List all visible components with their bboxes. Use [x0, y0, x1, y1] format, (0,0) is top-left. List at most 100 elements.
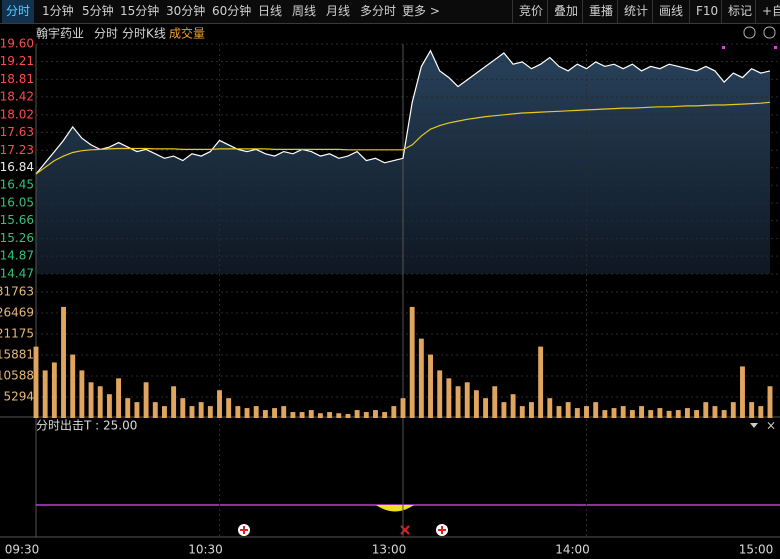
toolbar-tool[interactable]: 统计 — [617, 0, 654, 23]
toolbar-tab[interactable]: 1分钟 — [42, 4, 74, 18]
volume-bar — [373, 410, 378, 418]
volume-bar — [70, 354, 76, 418]
volume-bar — [226, 398, 232, 418]
y-tick-label: 17.23 — [0, 143, 34, 157]
volume-bar — [556, 406, 562, 418]
volume-bar — [116, 378, 122, 418]
toolbar-tool[interactable]: +自 — [755, 0, 780, 23]
toolbar-tool[interactable]: 重播 — [582, 0, 619, 23]
volume-bar — [657, 408, 663, 418]
x-tick-label: 10:30 — [188, 543, 223, 557]
toolbar-tab[interactable]: 60分钟 — [212, 4, 252, 18]
icon[interactable] — [750, 423, 758, 428]
volume-bar — [272, 408, 277, 418]
x-tick-label: 15:00 — [739, 543, 774, 557]
volume-bar — [749, 402, 755, 418]
chart-area: 翰宇药业 分时 分时K线 成交量 分时出击T : 25.00 × 19.60 19… — [0, 26, 780, 557]
volume-bar — [538, 346, 544, 418]
volume-bar — [501, 402, 507, 418]
volume-bar — [308, 410, 314, 418]
toolbar-tool[interactable]: 叠加 — [547, 0, 584, 23]
volume-bar — [639, 406, 644, 418]
toolbar-tab[interactable]: 多分时 — [360, 4, 397, 18]
toolbar-tab[interactable]: 日线 — [258, 4, 283, 18]
volume-bar — [162, 406, 167, 418]
volume-bar — [547, 398, 553, 418]
indicator-name[interactable]: 成交量 — [169, 26, 205, 41]
volume-bar — [409, 306, 415, 418]
y-tick-label: 16.84 — [0, 160, 34, 174]
volume-bar — [97, 386, 103, 418]
volume-bar — [171, 386, 177, 418]
y-tick-label: 17.63 — [0, 125, 34, 139]
volume-bar — [519, 406, 525, 418]
volume-bar — [510, 394, 516, 418]
toolbar-tab[interactable]: 更多 > — [402, 4, 440, 18]
volume-bar — [574, 408, 580, 418]
toolbar-tab[interactable]: 周线 — [292, 4, 317, 18]
volume-bar — [593, 402, 599, 418]
volume-bar — [648, 410, 654, 418]
y-tick-label: 14.47 — [0, 267, 34, 281]
volume-bar — [33, 346, 39, 418]
y-tick-label: 21175 — [0, 327, 34, 341]
volume-bar — [106, 394, 112, 418]
volume-bar — [354, 410, 360, 418]
stock-name: 翰宇药业 — [36, 26, 84, 41]
toolbar-tool[interactable]: F10 — [689, 0, 724, 23]
toolbar-tool[interactable]: 画线 — [652, 0, 689, 23]
toolbar-tab[interactable]: 月线 — [326, 4, 351, 18]
y-tick-label: 31763 — [0, 285, 34, 299]
volume-bar — [244, 408, 250, 418]
icon[interactable] — [763, 26, 776, 39]
volume-bar — [382, 412, 388, 418]
volume-bar — [721, 410, 727, 418]
volume-bar — [88, 382, 94, 418]
y-tick-label: 15.26 — [0, 231, 34, 245]
x-tick-label: 09:30 — [5, 543, 40, 557]
x-tick-label: 14:00 — [555, 543, 590, 557]
volume-bar — [235, 406, 241, 418]
average-line — [35, 101, 771, 175]
volume-bar — [299, 412, 305, 418]
icon[interactable] — [743, 26, 756, 39]
y-tick-label: 19.21 — [0, 54, 34, 68]
toolbar-tab[interactable]: 15分钟 — [120, 4, 160, 18]
volume-bar — [620, 406, 626, 418]
volume-bar — [602, 410, 608, 418]
y-tick-label: 15.66 — [0, 213, 34, 227]
mode-tab[interactable]: 分时K线 — [122, 27, 166, 41]
marker — [774, 46, 777, 49]
toolbar-tab[interactable]: 30分钟 — [166, 4, 206, 18]
toolbar: 分时 1分钟 5分钟 15分钟 30分钟 60分钟 日线 周线 月线 多分时 更多 > 竞价 叠加 重播统… — [0, 0, 780, 24]
toolbar-tab[interactable]: 分时 — [2, 0, 35, 23]
volume-bar — [290, 412, 296, 418]
volume-bar — [464, 382, 470, 418]
volume-bar — [483, 398, 489, 418]
y-tick-label: 5294 — [3, 389, 34, 403]
volume-bar — [694, 410, 700, 418]
volume-bar — [143, 382, 149, 418]
price-line — [35, 49, 771, 175]
toolbar-tab[interactable]: 5分钟 — [82, 4, 114, 18]
x-tick-label: 13:00 — [372, 543, 407, 557]
signal-icon — [400, 525, 410, 535]
volume-bar — [327, 412, 333, 418]
volume-bar — [180, 398, 186, 418]
volume-bar — [675, 410, 681, 418]
volume-bar — [418, 338, 424, 418]
toolbar-tool[interactable]: 竞价 — [512, 0, 549, 23]
volume-bar — [253, 406, 259, 418]
mode-tab[interactable]: 分时 — [94, 27, 118, 41]
volume-bar — [730, 402, 736, 418]
toolbar-tool[interactable]: 标记 — [721, 0, 758, 23]
volume-bar — [529, 402, 534, 418]
volume-bar — [134, 402, 140, 418]
volume-bar — [79, 370, 85, 418]
icon[interactable]: × — [766, 419, 776, 433]
volume-bar — [336, 413, 342, 418]
volume-bar — [492, 386, 498, 418]
volume-bar — [262, 410, 268, 418]
marker — [722, 46, 725, 49]
